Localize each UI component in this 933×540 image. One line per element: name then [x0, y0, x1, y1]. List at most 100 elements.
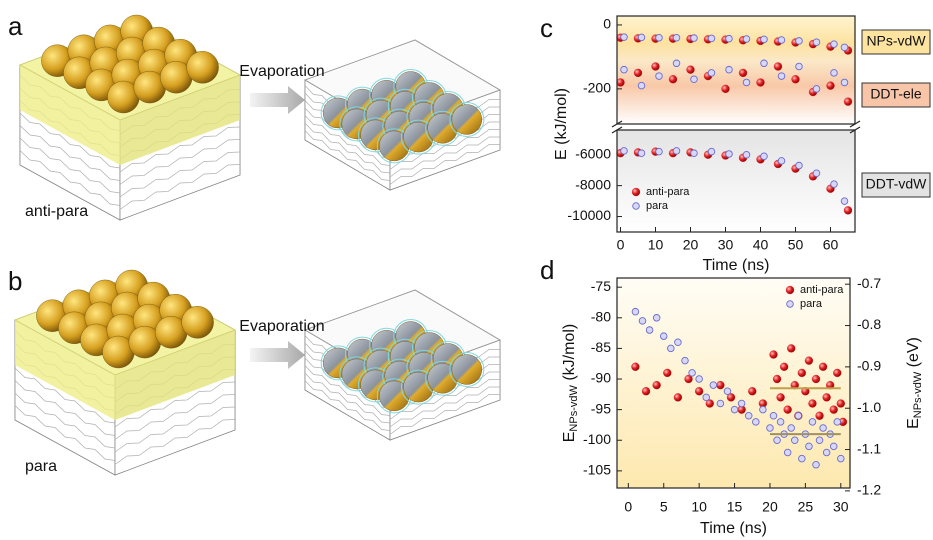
x-tick-label: 60 [823, 237, 839, 253]
caption: para [25, 458, 57, 475]
data-point [770, 412, 777, 419]
data-point [777, 393, 785, 401]
data-point [687, 66, 695, 74]
data-point [724, 388, 731, 395]
x-axis-title: Time (ns) [700, 520, 767, 537]
y2-axis-title-sub: NPs-vdW [912, 371, 924, 418]
y-tick-label: -75 [591, 278, 611, 294]
data-point [831, 181, 838, 188]
data-point [708, 148, 715, 155]
data-point [787, 344, 795, 352]
data-point [632, 308, 639, 315]
data-point [819, 363, 827, 371]
data-point [770, 351, 778, 359]
x-axis-title: Time (ns) [703, 257, 770, 274]
data-point [841, 44, 848, 51]
data-point [831, 70, 838, 77]
y-axis-title-sub: NPs-vdW [568, 384, 580, 431]
nanoparticle [452, 105, 482, 135]
data-point [743, 151, 750, 158]
data-point [784, 449, 791, 456]
y-tick-label: -10000 [567, 207, 611, 223]
data-point [634, 69, 642, 77]
data-point [841, 79, 848, 86]
data-point [660, 333, 667, 340]
y-axis-title-main: E [561, 432, 578, 443]
data-point [792, 75, 800, 83]
x-tick-label: 30 [718, 237, 734, 253]
data-point [813, 39, 820, 46]
data-point [695, 387, 703, 395]
data-point [816, 437, 823, 444]
data-point [796, 38, 803, 45]
x-tick-label: 0 [617, 237, 625, 253]
data-point [808, 400, 816, 408]
y-axis-title-unit: (kJ/mol) [561, 324, 578, 385]
panel-label: a [8, 11, 23, 41]
data-point [813, 86, 820, 93]
y-tick-label: -105 [583, 462, 611, 478]
data-point [656, 34, 663, 41]
y2-tick-label: -1.1 [857, 440, 881, 456]
data-point [773, 375, 781, 383]
data-point [778, 37, 785, 44]
panel-label: b [8, 266, 22, 296]
y-tick-label: -95 [591, 400, 611, 416]
data-point [799, 455, 806, 462]
data-point [739, 69, 747, 77]
data-point [796, 63, 803, 70]
data-point [805, 357, 813, 365]
y2-tick-label: -0.8 [857, 316, 881, 332]
plot-background [617, 130, 855, 232]
y-tick-label: -80 [591, 308, 611, 324]
legend-marker [787, 301, 794, 308]
data-point [844, 98, 852, 106]
legend-label: anti-para [646, 186, 690, 198]
nanoparticle [452, 355, 482, 385]
data-point [738, 400, 745, 407]
data-point [621, 34, 628, 41]
legend-marker [786, 286, 794, 294]
data-point [778, 158, 785, 165]
data-point [791, 437, 798, 444]
data-point [722, 85, 730, 93]
data-point [652, 62, 660, 70]
y2-axis-title: ENPs-vdW (eV) [905, 337, 924, 429]
data-point [813, 170, 820, 177]
data-point [830, 443, 837, 450]
arrow [250, 86, 305, 114]
data-point [669, 75, 677, 83]
data-point [774, 437, 781, 444]
x-tick-label: 5 [660, 499, 668, 515]
y2-tick-label: -1.0 [857, 399, 881, 415]
data-point [621, 148, 628, 155]
legend-label: para [646, 200, 669, 212]
y2-axis-title-main: E [905, 418, 922, 429]
y-tick-label: -90 [591, 370, 611, 386]
data-point [674, 393, 682, 401]
nanoparticle [187, 51, 219, 83]
band-label: NPs-vdW [866, 33, 926, 49]
data-point [617, 78, 625, 86]
data-point [788, 425, 795, 432]
data-point [653, 314, 660, 321]
data-point [673, 148, 680, 155]
data-point [777, 419, 784, 426]
data-point [703, 394, 710, 401]
data-point [710, 382, 717, 389]
data-point [691, 76, 698, 83]
data-point [806, 443, 813, 450]
data-point [717, 400, 724, 407]
y-tick-label: -200 [583, 80, 611, 96]
data-point [696, 376, 703, 383]
data-point [753, 419, 760, 426]
data-point [812, 375, 820, 383]
data-point [673, 34, 680, 41]
data-point [638, 82, 645, 89]
data-point [656, 148, 663, 155]
data-point [795, 412, 802, 419]
plot-background [617, 16, 855, 124]
data-point [682, 357, 689, 364]
data-point [673, 60, 680, 67]
data-point [813, 461, 820, 468]
